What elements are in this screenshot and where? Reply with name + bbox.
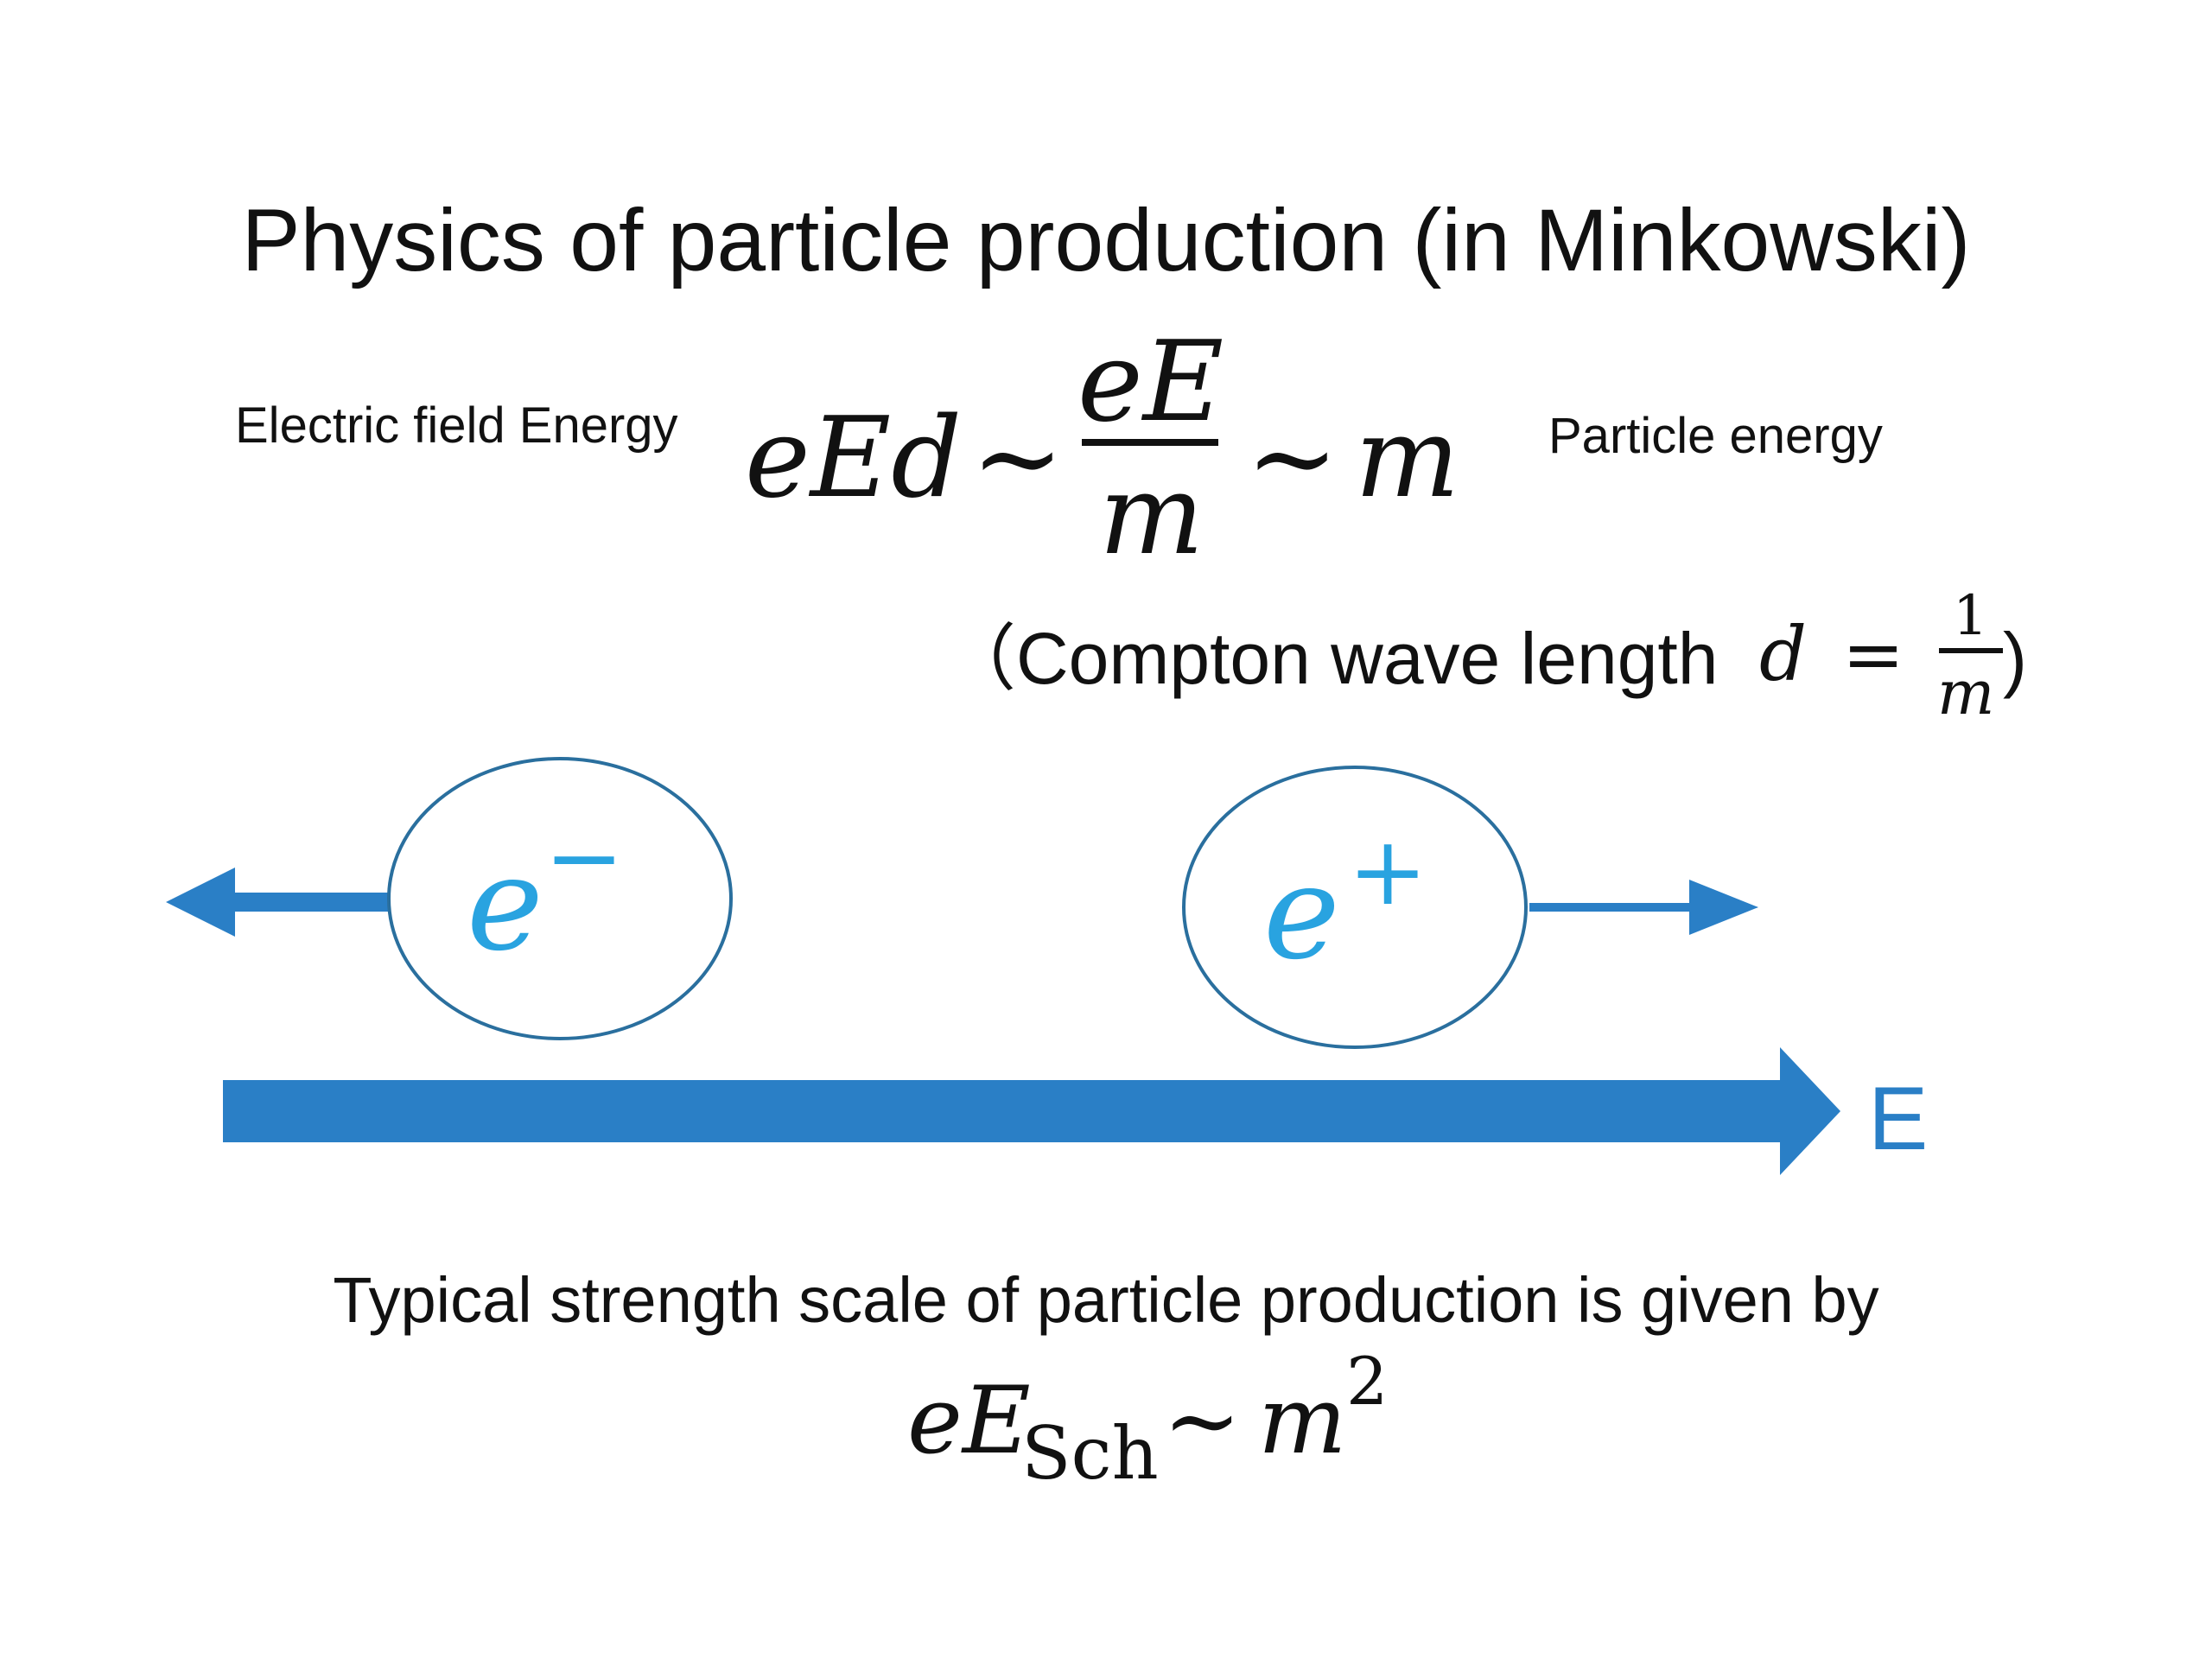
eq-fraction-bar: [1082, 439, 1218, 446]
eq-fraction-numerator: eE: [1077, 318, 1224, 447]
eq-sim-2: ∼: [1246, 394, 1339, 523]
positron-arrowhead: [1689, 880, 1758, 935]
compton-equals: =: [1842, 612, 1905, 698]
electron-symbol: e: [467, 830, 543, 980]
schwinger-rhs: m: [1258, 1367, 1347, 1475]
eq-sim-1: ∼: [971, 394, 1065, 523]
field-label: E: [1868, 1069, 1928, 1169]
positron-sign: +: [1348, 816, 1427, 926]
compton-fraction-bar: [1939, 648, 2003, 653]
compton-fraction-numerator: 1: [1953, 584, 1988, 648]
compton-close-paren: ): [2003, 618, 2027, 699]
electric-field-energy-label: Electric field Energy: [235, 397, 678, 454]
schwinger-subscript: Sch: [1021, 1411, 1159, 1496]
electron-arrowhead: [166, 868, 235, 937]
electron-circle: [387, 757, 733, 1040]
compton-text: （Compton wave length: [944, 618, 1719, 699]
electric-field-arrow: [223, 1047, 1840, 1175]
positron-circle: [1182, 766, 1528, 1049]
compton-variable: d: [1759, 612, 1808, 698]
particle-energy-label: Particle energy: [1548, 408, 1883, 464]
slide-title: Physics of particle production (in Minko…: [241, 191, 1971, 289]
compton-fraction-denominator: m: [1937, 658, 1995, 728]
compton-wavelength-note: （Compton wave length d = 1 m ): [944, 584, 2067, 752]
schwinger-lhs: eE: [907, 1367, 1031, 1475]
electron-sign: −: [544, 802, 624, 912]
eq-lhs: eEd: [745, 394, 963, 523]
eq-fraction-denominator: m: [1099, 451, 1205, 580]
schwinger-sim: ∼: [1163, 1367, 1242, 1475]
caption: Typical strength scale of particle produ…: [333, 1264, 1879, 1336]
schwinger-equation: eE Sch ∼ m 2: [907, 1343, 1426, 1521]
schwinger-superscript: 2: [1346, 1343, 1389, 1420]
eq-rhs: m: [1355, 394, 1460, 523]
positron-symbol: e: [1263, 838, 1340, 988]
